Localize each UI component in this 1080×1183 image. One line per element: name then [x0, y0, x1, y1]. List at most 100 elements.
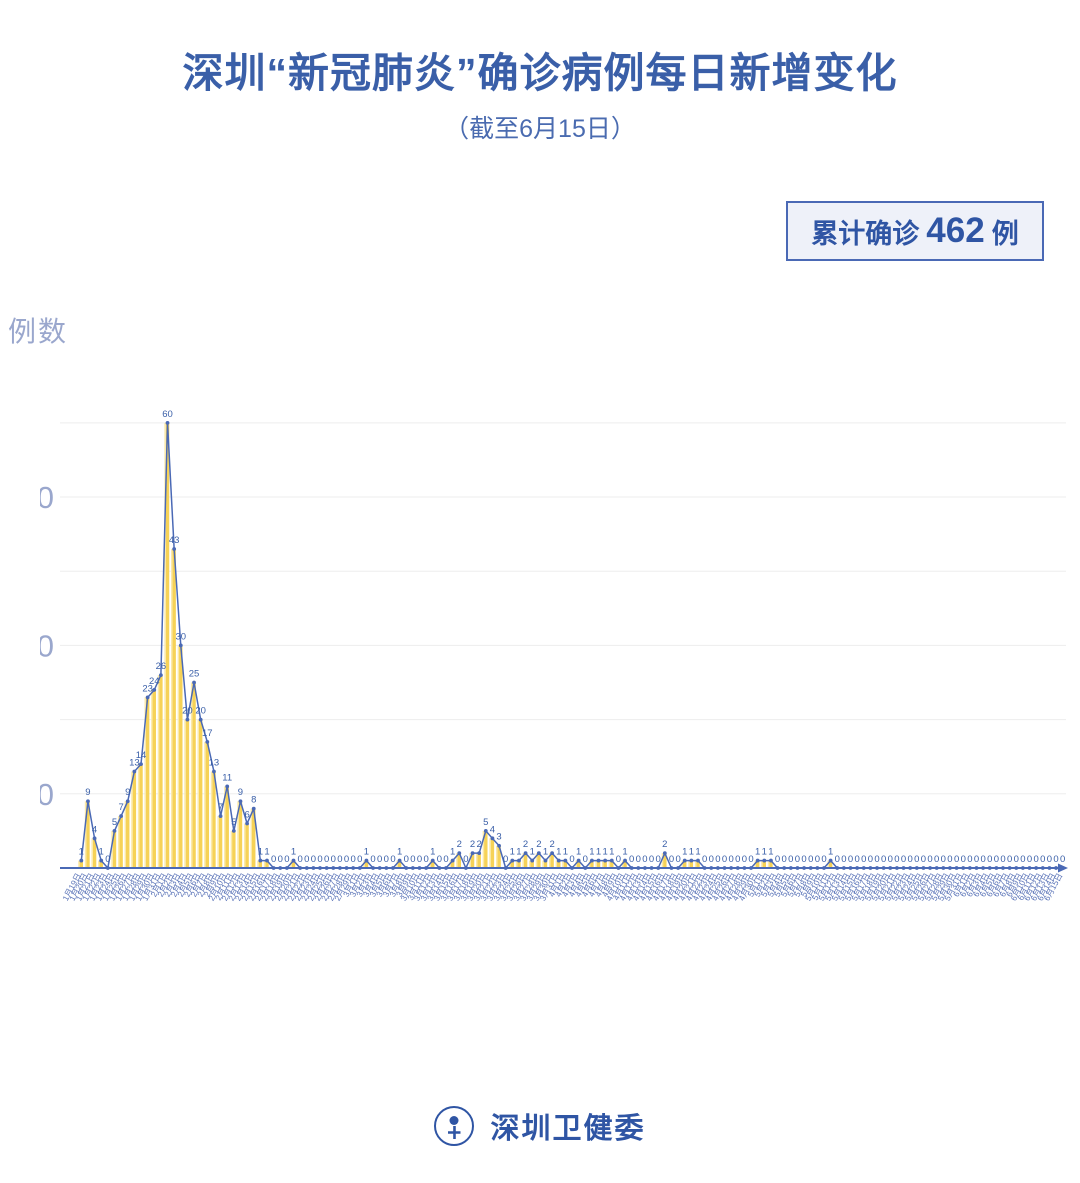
bar	[212, 771, 216, 868]
data-label: 0	[954, 854, 959, 865]
chart-svg: 1030501941057913142324266043302025201713…	[40, 409, 1068, 902]
data-point	[218, 814, 223, 818]
bar-highlight	[608, 860, 611, 868]
data-point	[430, 858, 435, 863]
y-tick-label: 50	[40, 480, 54, 515]
data-point	[497, 843, 501, 848]
data-label: 0	[649, 854, 654, 865]
data-label: 0	[801, 854, 806, 865]
bar-highlight	[78, 860, 80, 868]
data-label: 0	[934, 854, 939, 865]
data-label: 0	[636, 854, 641, 865]
bar	[550, 853, 554, 868]
bar-highlight	[515, 860, 518, 868]
data-label: 0	[901, 854, 906, 865]
bar-highlight	[124, 801, 127, 868]
data-labels-group: 1941057913142324266043302025201713711596…	[79, 409, 1066, 865]
bar-highlight	[197, 719, 199, 868]
bar-highlight	[694, 860, 697, 868]
data-label: 1	[530, 847, 535, 858]
bar	[79, 860, 84, 868]
data-point	[99, 858, 104, 863]
bar	[689, 860, 694, 868]
data-label: 1	[596, 847, 601, 858]
bar-highlight	[177, 645, 180, 868]
data-label: 0	[748, 854, 753, 865]
data-label: 1	[516, 847, 521, 858]
data-label: 0	[437, 854, 442, 865]
data-label: 20	[195, 706, 206, 717]
data-label: 1	[589, 847, 594, 858]
data-label: 0	[722, 854, 727, 865]
data-point	[364, 858, 369, 863]
data-label: 0	[868, 854, 873, 865]
bars-group	[78, 422, 833, 868]
data-label: 0	[1053, 854, 1058, 865]
bar	[86, 801, 90, 868]
bar	[132, 771, 137, 868]
bar-highlight	[688, 860, 690, 868]
data-label: 1	[79, 847, 84, 858]
data-label: 2	[477, 839, 482, 850]
data-point	[550, 851, 555, 856]
bar-highlight	[91, 838, 93, 868]
bar-highlight	[204, 741, 206, 868]
data-label: 0	[841, 854, 846, 865]
data-label: 1	[828, 847, 833, 858]
data-label: 0	[284, 854, 289, 865]
data-point	[576, 858, 581, 863]
data-point	[185, 717, 190, 722]
data-label: 1	[563, 847, 568, 858]
data-point	[828, 858, 833, 863]
bar	[563, 860, 568, 868]
data-point	[125, 799, 130, 804]
footer-label: 深圳卫健委	[490, 1113, 646, 1145]
bar	[484, 830, 488, 868]
data-label: 0	[788, 854, 793, 865]
data-label: 0	[583, 854, 588, 865]
data-label: 1	[755, 847, 760, 858]
data-point	[172, 547, 177, 551]
data-label: 1	[430, 847, 435, 858]
data-point	[530, 858, 535, 863]
data-label: 0	[344, 854, 349, 865]
bar	[152, 689, 156, 868]
data-point	[265, 858, 269, 863]
data-label: 0	[616, 854, 621, 865]
data-point	[231, 829, 236, 833]
data-label: 0	[357, 854, 362, 865]
data-point	[291, 858, 296, 863]
data-label: 0	[1034, 854, 1039, 865]
data-point	[543, 858, 548, 863]
bar-highlight	[217, 816, 219, 868]
data-label: 0	[980, 854, 985, 865]
shenzhen-health-emblem-icon	[434, 1106, 475, 1146]
data-label: 2	[549, 839, 554, 850]
bar	[291, 860, 296, 868]
data-label: 0	[861, 854, 866, 865]
data-label: 0	[994, 854, 999, 865]
data-label: 0	[410, 854, 415, 865]
data-label: 0	[782, 854, 787, 865]
data-label: 1	[291, 847, 296, 858]
data-label: 0	[404, 854, 409, 865]
data-label: 0	[1027, 854, 1032, 865]
data-label: 1	[556, 847, 561, 858]
data-label: 0	[304, 854, 309, 865]
bar	[543, 860, 548, 868]
data-label: 0	[927, 854, 932, 865]
data-label: 0	[443, 854, 448, 865]
bar	[603, 860, 607, 868]
data-label: 0	[808, 854, 813, 865]
data-label: 1	[364, 847, 369, 858]
data-label: 5	[112, 817, 117, 828]
bar-highlight	[562, 860, 564, 868]
bar	[172, 548, 176, 868]
data-label: 1	[397, 847, 402, 858]
bar	[530, 860, 534, 868]
bar	[245, 823, 249, 868]
bar	[192, 682, 196, 868]
data-point	[662, 851, 667, 856]
data-label: 6	[244, 809, 249, 820]
bar-highlight	[171, 548, 173, 868]
